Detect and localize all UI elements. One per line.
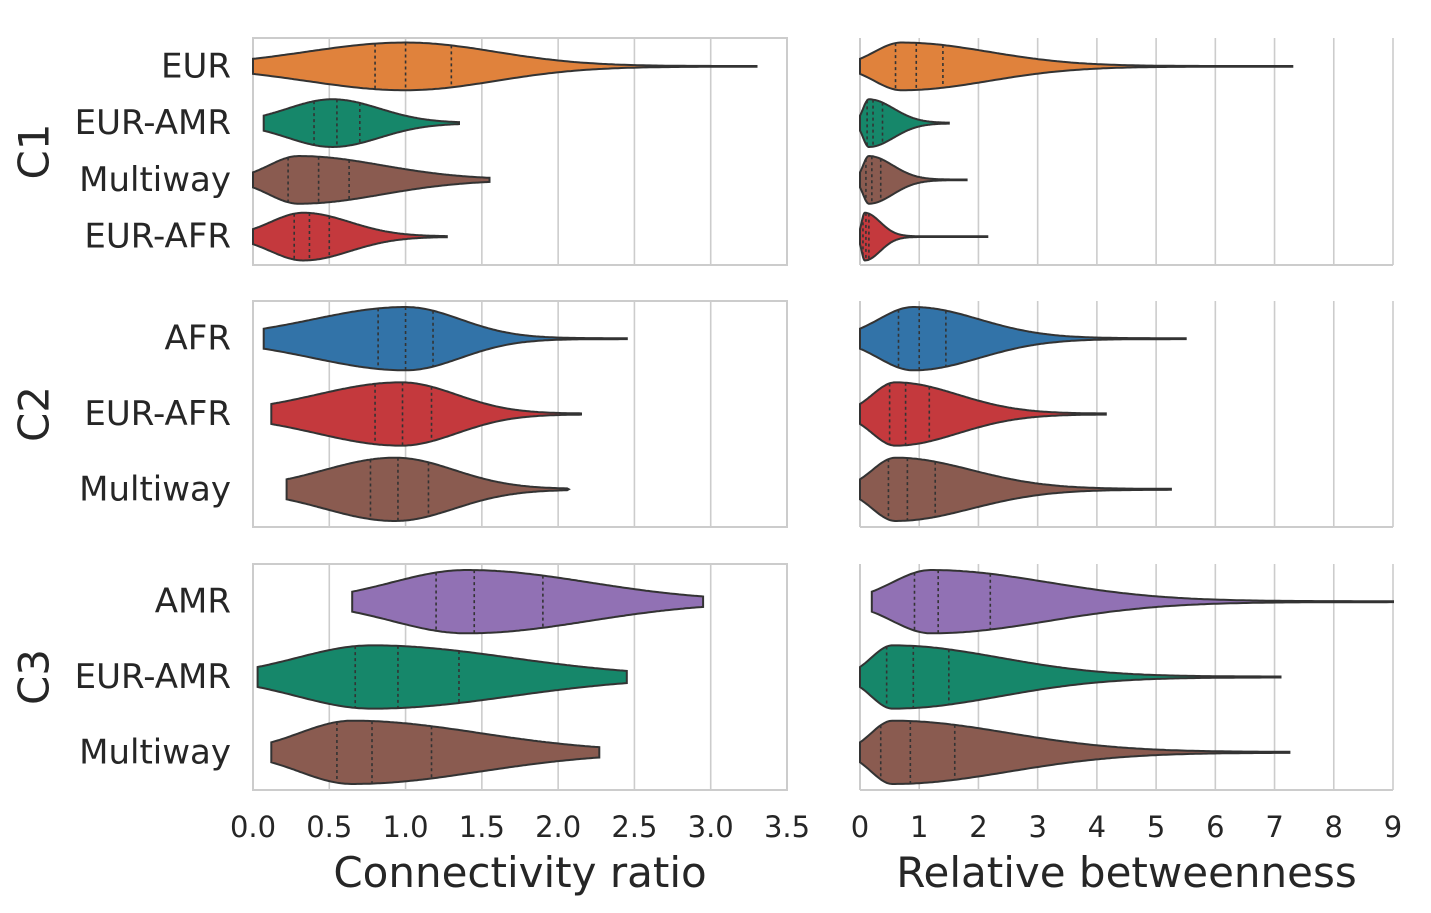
violin-c1-2-eur [859,41,1294,92]
violin-c1-1-eur-afr [252,211,448,262]
violin-c2-2-afr [859,306,1187,372]
x-axis-label-1: Connectivity ratio [333,848,706,897]
violin-c1-1-multiway [252,155,491,205]
group-label-c3: C3 [10,649,59,705]
panel-c2-1 [252,300,788,528]
category-label: Multiway [79,732,231,772]
x-tick-label: 1 [910,810,928,844]
violin-c1-1-eur-amr [262,98,460,148]
x-tick-label: 3.0 [688,810,734,844]
category-label: EUR-AFR [84,217,231,257]
category-label: AFR [165,319,231,359]
violin-c2-2-multiway [859,456,1172,522]
x-tick-label: 7 [1265,810,1283,844]
x-tick-label: 4 [1088,810,1106,844]
x-tick-label: 1.0 [383,810,429,844]
x-tick-label: 9 [1384,810,1402,844]
violin-c2-1-afr [262,306,628,372]
x-tick-label: 0.5 [306,810,352,844]
group-label-c2: C2 [10,386,59,442]
panel-frame [252,300,788,528]
violin-c2-2-eur-afr [859,381,1107,447]
violin-c3-1-amr [351,569,705,635]
category-label: EUR-AFR [84,394,231,434]
panel-c1-1 [252,37,788,266]
violin-c1-2-multiway [859,154,968,205]
x-tick-label: 5 [1147,810,1165,844]
x-tick-label: 2.5 [611,810,657,844]
violin-c3-2-eur-amr [859,644,1282,710]
x-tick-label: 2.0 [535,810,581,844]
category-label: EUR [161,46,231,86]
x-tick-label: 6 [1206,810,1224,844]
violin-c2-1-eur-afr [270,381,582,447]
category-label: Multiway [79,160,231,200]
x-tick-label: 8 [1325,810,1343,844]
x-axis-label-2: Relative betweenness [896,848,1357,897]
violin-c1-1-eur [252,41,758,92]
violin-c3-2-multiway [859,719,1291,785]
x-tick-label: 2 [969,810,987,844]
violin-c2-1-multiway [285,456,571,522]
x-tick-label: 0 [851,810,869,844]
x-tick-label: 3 [1028,810,1046,844]
category-label: AMR [155,582,231,622]
x-tick-label: 0.0 [230,810,276,844]
category-label: EUR-AMR [75,657,231,697]
violin-c3-2-amr [870,569,1394,635]
category-label: EUR-AMR [75,103,231,143]
x-tick-label: 3.5 [764,810,810,844]
panel-c2-2 [859,301,1394,528]
panel-frame [252,563,788,791]
violin-c3-1-eur-amr [256,644,628,710]
panel-frame [252,37,788,266]
x-tick-label: 1.5 [459,810,505,844]
group-label-c1: C1 [10,123,59,179]
panel-c3-2 [859,564,1394,791]
violin-c1-2-eur-afr [859,211,989,262]
panel-c1-2 [859,38,1394,266]
violin-c3-1-multiway [270,719,601,785]
category-label: Multiway [79,469,231,509]
panel-c3-1 [252,563,788,791]
